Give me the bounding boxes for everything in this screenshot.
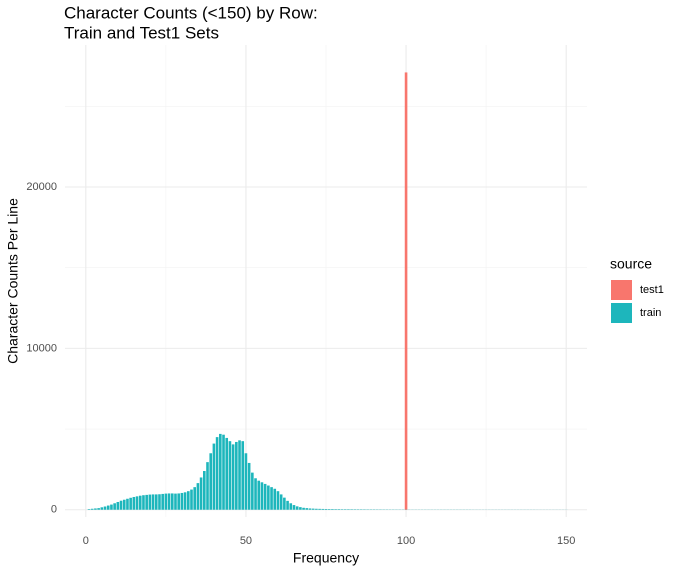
bar [97,508,100,510]
bar [241,441,245,510]
bar [87,509,91,510]
bar [308,508,312,510]
bar [142,495,145,510]
bar [225,437,229,510]
bar [263,483,267,510]
bar [154,494,158,510]
bar [251,472,254,510]
x-tick-label: 150 [557,535,575,547]
bar [247,462,251,510]
bar [311,508,315,510]
bar [327,509,331,510]
bar [151,494,155,510]
bar [132,496,136,510]
x-tick-label: 50 [240,535,252,547]
bar [279,494,283,510]
bar [196,483,200,510]
bar [273,488,277,510]
bar [219,433,222,510]
bar [164,493,168,510]
legend-title: source [610,256,652,272]
bar [145,494,148,510]
bar [289,503,293,510]
bar [270,487,273,510]
bar [337,509,341,510]
bar [299,507,302,510]
bar [283,497,286,510]
bar [122,499,126,510]
y-axis-title: Character Counts Per Line [5,198,21,364]
bar [186,491,190,510]
bar [180,492,184,510]
bar [177,493,180,510]
bar [321,508,325,510]
bar [167,493,171,510]
bar [158,494,161,510]
y-tick-label: 20000 [26,181,57,193]
bar [138,495,142,510]
bar [106,505,110,510]
bar [302,507,305,510]
bar [161,493,164,510]
bar [148,494,152,510]
bar [209,453,213,510]
bar [222,434,225,510]
legend-label: train [640,307,661,319]
bar [203,471,206,510]
bar [190,489,193,510]
bar [286,500,289,510]
bar [212,443,216,510]
bar [170,493,174,510]
bar [113,503,116,510]
bar [228,441,232,510]
bar [235,441,238,510]
bar [404,72,408,510]
chart-title: Train and Test1 Sets [64,23,219,42]
bar [110,504,113,510]
legend-key [611,280,632,300]
bar [183,492,187,510]
bar [315,508,318,510]
chart-title: Character Counts (<150) by Row: [64,3,318,22]
bar [135,496,139,510]
bar [254,478,257,510]
bar [215,437,219,510]
bar [257,480,261,510]
bar [267,485,270,510]
y-tick-label: 0 [51,504,57,516]
bar [244,453,248,510]
bar [103,506,107,510]
legend-label: test1 [640,284,664,296]
bar [276,491,280,510]
bar [90,508,94,510]
bar [292,505,296,510]
bar [126,498,129,510]
legend-key [611,303,632,323]
bar [193,487,197,510]
bar [94,508,97,510]
bar [206,462,209,510]
bar [305,508,309,510]
bar [100,507,104,510]
bar [260,482,264,510]
bar [238,440,241,510]
bar [324,509,328,510]
bar [129,497,132,510]
y-tick-label: 10000 [26,342,57,354]
bar [334,509,337,510]
bar [318,508,321,510]
x-axis-title: Frequency [293,550,359,566]
bar [199,477,203,510]
x-tick-label: 0 [83,535,89,547]
bar [231,444,235,510]
bar [174,493,177,510]
x-tick-label: 100 [397,535,415,547]
bar [119,500,123,510]
bar [331,509,334,510]
bar [295,506,299,510]
bar [116,501,120,510]
